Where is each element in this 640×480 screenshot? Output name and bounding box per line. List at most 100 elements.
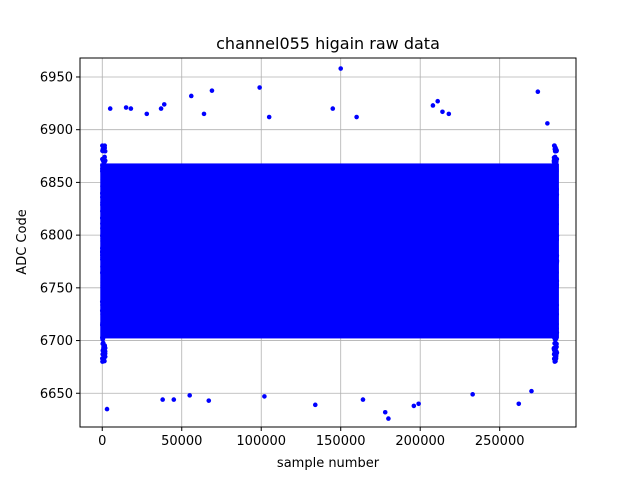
data-point [192, 223, 198, 229]
data-point [552, 289, 558, 294]
data-point [101, 187, 106, 192]
data-point [416, 255, 422, 260]
y-tick-label: 6850 [40, 176, 73, 191]
data-point [361, 232, 367, 237]
data-point [258, 233, 264, 238]
data-point [147, 250, 152, 256]
data-point [101, 159, 107, 165]
data-point [400, 241, 406, 246]
data-point [133, 261, 139, 267]
data-point [125, 274, 131, 280]
outlier-point [360, 397, 366, 402]
data-point [280, 246, 286, 251]
data-point [552, 282, 558, 288]
data-point [553, 303, 558, 308]
data-point [252, 243, 257, 248]
data-point [478, 260, 483, 266]
data-point [210, 280, 215, 286]
data-point [462, 225, 467, 230]
data-point [144, 239, 149, 245]
data-point [410, 266, 415, 271]
data-point [117, 225, 123, 231]
data-point [248, 262, 254, 268]
data-point [167, 264, 172, 269]
data-point [375, 258, 381, 263]
data-point [415, 227, 421, 233]
data-point [224, 278, 230, 283]
data-point [280, 229, 286, 235]
data-point [457, 264, 463, 270]
data-point [543, 255, 549, 261]
data-point [523, 250, 528, 256]
data-point [203, 266, 209, 272]
data-point [164, 275, 169, 281]
data-point [489, 260, 495, 266]
data-point [431, 215, 436, 221]
data-point [523, 228, 529, 234]
data-point [551, 315, 557, 320]
outlier-point [266, 114, 272, 120]
data-point [237, 271, 243, 277]
data-point [241, 226, 246, 232]
data-point [118, 268, 124, 273]
data-point [296, 225, 302, 231]
data-point [325, 226, 331, 231]
data-point [325, 230, 331, 235]
data-point [263, 226, 269, 231]
data-point [377, 265, 383, 271]
data-point [215, 263, 221, 269]
data-point [535, 268, 541, 274]
data-point [514, 258, 519, 264]
data-point [305, 238, 311, 244]
data-point [354, 260, 359, 266]
data-point [362, 283, 368, 289]
outlier-point [209, 88, 215, 93]
data-point [497, 220, 502, 226]
data-point [391, 242, 396, 248]
data-point [525, 276, 531, 282]
data-point [382, 266, 388, 271]
data-point [553, 336, 559, 342]
data-point [169, 253, 175, 259]
data-point [545, 247, 550, 252]
data-point [403, 259, 409, 265]
data-point [214, 236, 219, 241]
data-point [321, 214, 327, 219]
outlier-point [187, 393, 192, 398]
data-point [552, 262, 558, 267]
data-point [102, 344, 108, 350]
data-point [526, 256, 532, 261]
data-point [371, 257, 376, 263]
data-point [510, 270, 516, 276]
data-point [128, 216, 133, 222]
data-point [552, 270, 557, 275]
data-point [466, 221, 471, 226]
data-point [348, 240, 353, 245]
data-point [552, 201, 557, 207]
data-point [128, 236, 134, 242]
data-point [239, 238, 245, 244]
data-point [134, 270, 140, 275]
data-point [100, 148, 105, 154]
data-point [418, 251, 424, 257]
data-point [494, 227, 499, 233]
data-point [318, 269, 324, 275]
data-point [124, 252, 130, 258]
data-point [149, 263, 154, 268]
data-point [540, 216, 546, 221]
data-point [315, 282, 320, 287]
data-point [530, 226, 535, 231]
data-point [171, 266, 177, 271]
data-point [272, 271, 278, 276]
data-point [391, 246, 397, 252]
data-point [427, 229, 433, 235]
data-point [291, 272, 296, 277]
data-point [190, 247, 195, 252]
data-point [227, 257, 233, 263]
data-point [253, 261, 258, 267]
data-point [434, 266, 440, 271]
data-point [534, 257, 540, 263]
data-point [288, 266, 294, 272]
data-point [155, 250, 161, 256]
data-point [169, 228, 175, 233]
